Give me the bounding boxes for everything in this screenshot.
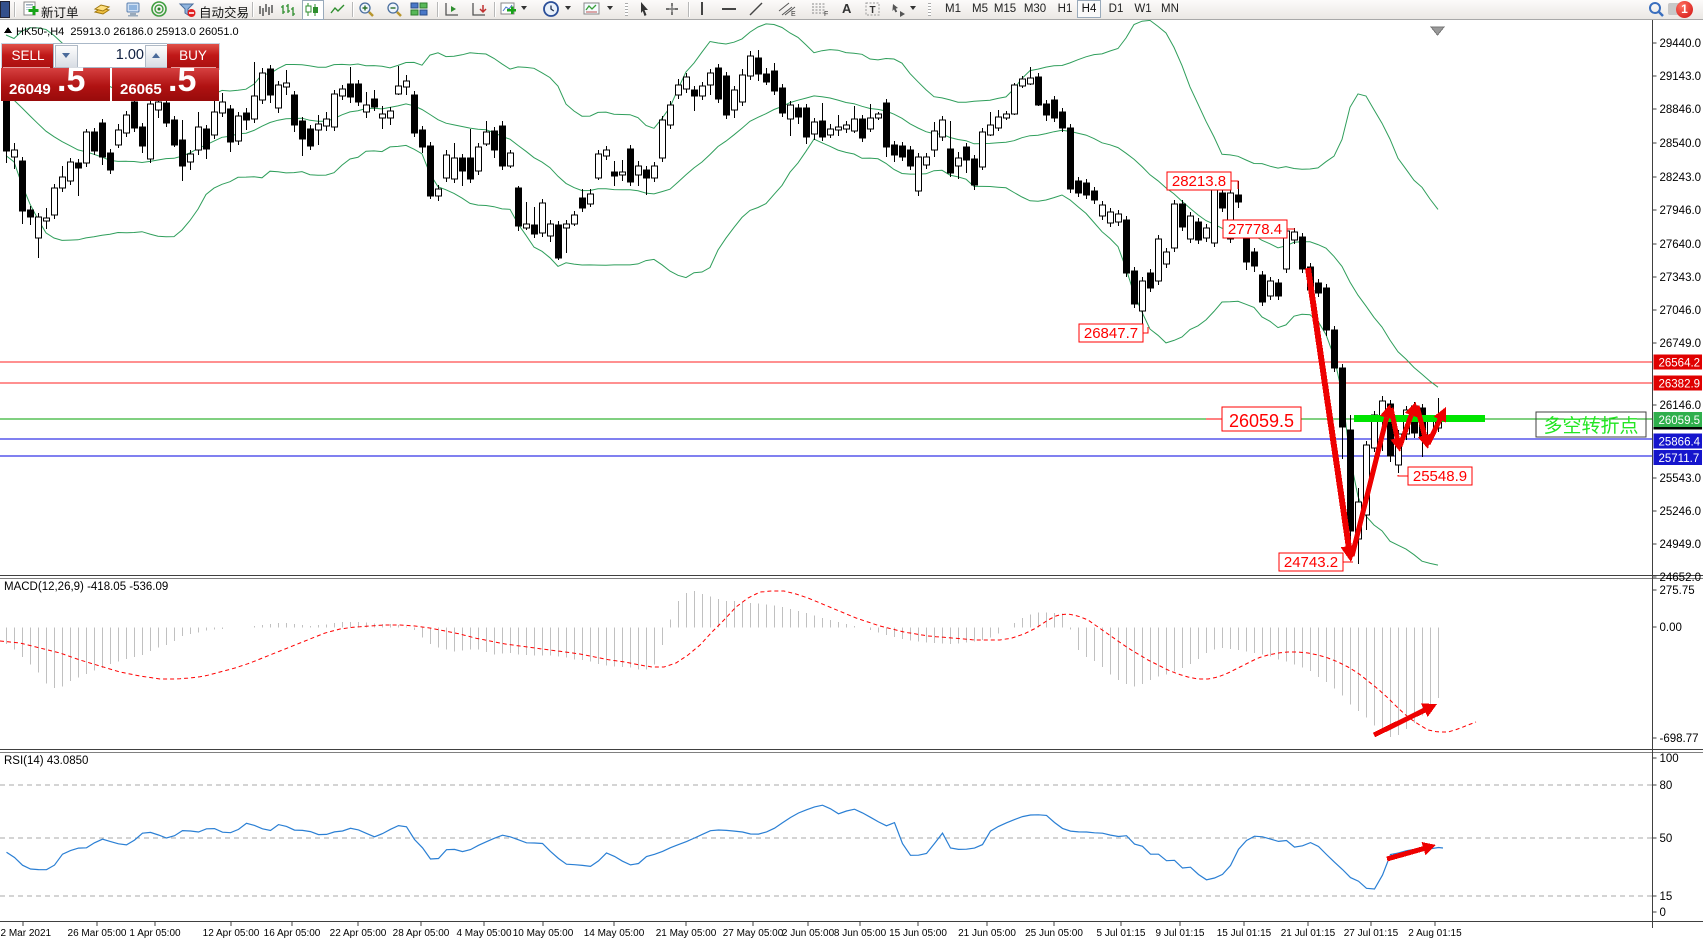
svg-text:T: T [870,5,876,16]
svg-text:28846.0: 28846.0 [1660,104,1702,116]
svg-text:100: 100 [1660,753,1679,765]
svg-text:27640.0: 27640.0 [1660,239,1702,251]
svg-text:2 Jun 05:00: 2 Jun 05:00 [782,928,835,939]
svg-text:27 Jul 01:15: 27 Jul 01:15 [1344,928,1399,939]
svg-text:-698.77: -698.77 [1660,733,1699,745]
svg-text:27946.0: 27946.0 [1660,205,1702,217]
svg-text:15 Jun 05:00: 15 Jun 05:00 [889,928,947,939]
svg-text:25866.4: 25866.4 [1659,437,1701,449]
svg-text:27343.0: 27343.0 [1660,272,1702,284]
svg-text:26847.7: 26847.7 [1084,325,1138,342]
svg-text:RSI(14) 43.0850: RSI(14) 43.0850 [4,755,88,767]
svg-text:22 Apr 05:00: 22 Apr 05:00 [330,928,387,939]
svg-text:5 Jul 01:15: 5 Jul 01:15 [1097,928,1146,939]
svg-text:24652.0: 24652.0 [1660,572,1702,584]
svg-text:26382.9: 26382.9 [1659,379,1701,391]
svg-text:26 Mar 05:00: 26 Mar 05:00 [68,928,127,939]
svg-text:27046.0: 27046.0 [1660,305,1702,317]
svg-text:8 Jun 05:00: 8 Jun 05:00 [834,928,887,939]
svg-text:2 Aug 01:15: 2 Aug 01:15 [1408,928,1462,939]
svg-text:15: 15 [1660,891,1673,903]
svg-text:F: F [824,11,828,18]
svg-text:25 Jun 05:00: 25 Jun 05:00 [1025,928,1083,939]
svg-text:9 Jul 01:15: 9 Jul 01:15 [1156,928,1205,939]
svg-text:15 Jul 01:15: 15 Jul 01:15 [1217,928,1272,939]
svg-text:50: 50 [1660,833,1673,845]
svg-text:26059.5: 26059.5 [1229,411,1294,431]
svg-text:24743.2: 24743.2 [1284,554,1338,571]
svg-text:HK50-,H4 25913.0 26186.0 2591: HK50-,H4 25913.0 26186.0 25913.0 26051.0 [16,26,239,38]
svg-text:0.00: 0.00 [1660,622,1682,634]
svg-text:21 Jun 05:00: 21 Jun 05:00 [958,928,1016,939]
svg-text:14 May 05:00: 14 May 05:00 [584,928,645,939]
svg-text:25548.9: 25548.9 [1413,468,1467,485]
svg-text:26059.5: 26059.5 [1659,415,1701,427]
svg-text:25711.7: 25711.7 [1659,453,1700,465]
svg-text:28243.0: 28243.0 [1660,172,1702,184]
svg-text:28 Apr 05:00: 28 Apr 05:00 [393,928,450,939]
svg-text:12 Apr 05:00: 12 Apr 05:00 [203,928,260,939]
svg-text:80: 80 [1660,780,1673,792]
svg-text:多空转折点: 多空转折点 [1543,415,1638,437]
svg-text:26564.2: 26564.2 [1659,358,1701,370]
svg-text:21 May 05:00: 21 May 05:00 [656,928,717,939]
svg-text:4 May 05:00: 4 May 05:00 [456,928,511,939]
svg-text:16 Apr 05:00: 16 Apr 05:00 [264,928,321,939]
svg-text:10 May 05:00: 10 May 05:00 [513,928,574,939]
svg-text:28213.8: 28213.8 [1172,173,1226,190]
svg-text:21 Jul 01:15: 21 Jul 01:15 [1281,928,1336,939]
svg-text:26749.0: 26749.0 [1660,338,1702,350]
svg-text:27 May 05:00: 27 May 05:00 [723,928,784,939]
svg-text:1 Apr 05:00: 1 Apr 05:00 [129,928,181,939]
svg-text:MACD(12,26,9) -418.05 -536.09: MACD(12,26,9) -418.05 -536.09 [4,581,168,593]
svg-text:E: E [791,11,796,18]
svg-text:26146.0: 26146.0 [1660,400,1702,412]
svg-text:25246.0: 25246.0 [1660,506,1702,518]
svg-text:24949.0: 24949.0 [1660,539,1702,551]
svg-text:275.75: 275.75 [1660,585,1695,597]
svg-text:0: 0 [1660,907,1666,919]
svg-text:29143.0: 29143.0 [1660,71,1702,83]
svg-text:27778.4: 27778.4 [1228,221,1282,238]
svg-text:28540.0: 28540.0 [1660,138,1702,150]
svg-text:25543.0: 25543.0 [1660,473,1702,485]
svg-text:22 Mar 2021: 22 Mar 2021 [0,928,52,939]
svg-text:29440.0: 29440.0 [1660,38,1702,50]
